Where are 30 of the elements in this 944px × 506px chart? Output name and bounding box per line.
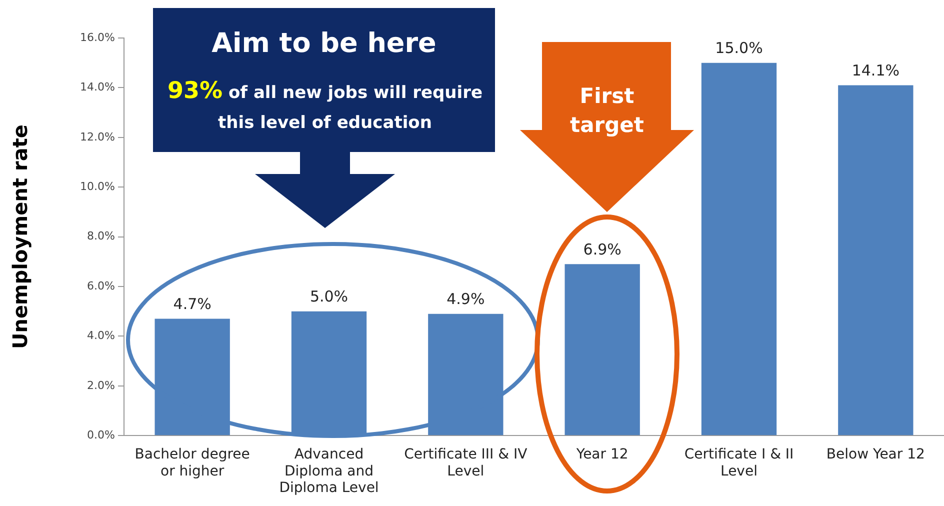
data-label: 4.9% bbox=[446, 290, 485, 308]
annotation: First target bbox=[569, 83, 645, 139]
data-label: 6.9% bbox=[583, 240, 622, 259]
y-tick-label: 4.0% bbox=[87, 329, 115, 342]
bar bbox=[428, 314, 504, 436]
x-tick-label: Below Year 12 bbox=[826, 446, 925, 463]
annotation: Aim to be here bbox=[210, 28, 438, 59]
bar bbox=[291, 311, 367, 436]
data-label: 14.1% bbox=[852, 62, 900, 80]
y-axis-title: Unemployment rate bbox=[8, 124, 32, 350]
x-tick-label: Advanced Diploma and Diploma Level bbox=[279, 446, 379, 496]
y-tick-label: 6.0% bbox=[87, 279, 115, 292]
data-label: 4.7% bbox=[173, 295, 212, 314]
y-tick-label: 0.0% bbox=[87, 428, 115, 442]
bar bbox=[564, 264, 640, 436]
x-tick-label: Certificate I & II Level bbox=[684, 446, 794, 480]
data-label: 15.0% bbox=[715, 39, 763, 58]
x-tick-label: Certificate III & IV Level bbox=[404, 446, 528, 480]
y-tick-label: 10.0% bbox=[80, 180, 115, 193]
y-tick-label: 12.0% bbox=[80, 130, 115, 144]
y-tick-label: 8.0% bbox=[87, 230, 115, 243]
y-tick-label: 16.0% bbox=[80, 30, 115, 44]
data-label: 5.0% bbox=[310, 288, 348, 306]
x-tick-label: Bachelor degree or higher bbox=[134, 446, 250, 480]
y-tick-label: 2.0% bbox=[87, 378, 115, 392]
bar bbox=[838, 85, 914, 436]
bar bbox=[701, 62, 777, 436]
y-tick-label: 14.0% bbox=[80, 80, 115, 94]
x-tick-label: Year 12 bbox=[575, 446, 628, 463]
bar bbox=[154, 318, 230, 436]
